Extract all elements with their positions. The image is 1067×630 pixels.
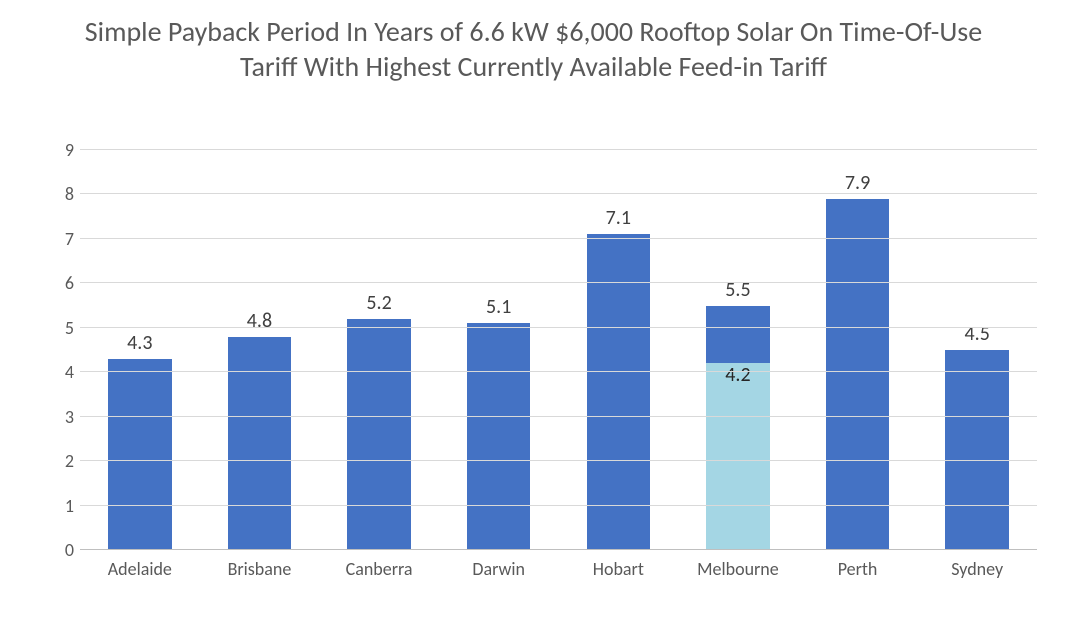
bar: 5.1 [467,150,530,550]
gridline [80,193,1037,194]
bar: 4.8 [228,150,291,550]
bar-slot: 5.2 [319,150,439,550]
bar-slot: 5.1 [439,150,559,550]
bar-slot: 4.8 [200,150,320,550]
x-tick-label: Sydney [917,558,1037,580]
bar-value-label: 7.9 [845,171,870,195]
bar: 4.5 [945,150,1008,550]
chart-container: Simple Payback Period In Years of 6.6 kW… [0,0,1067,630]
y-tick-label: 1 [50,495,74,517]
x-tick-label: Darwin [439,558,559,580]
bar-value-label: 5.1 [486,295,511,319]
gridline [80,238,1037,239]
bar-value-label: 4.8 [247,309,272,333]
bar-slot: 4.3 [80,150,200,550]
gridline [80,549,1037,550]
gridline [80,371,1037,372]
bar-value-label: 5.5 [725,278,750,302]
chart-title: Simple Payback Period In Years of 6.6 kW… [0,0,1067,90]
gridline [80,282,1037,283]
bar-slot: 4.5 [917,150,1037,550]
bar-slot: 7.1 [559,150,679,550]
gridline [80,505,1037,506]
bar: 5.2 [347,150,410,550]
y-tick-label: 5 [50,317,74,339]
bar: 4.2 5.5 [706,150,769,550]
bar-value-label: 4.5 [965,322,990,346]
bar: 4.3 [108,150,171,550]
bar-segment [706,306,769,364]
bar-segment [467,323,530,550]
gridline [80,149,1037,150]
bar-segment [347,319,410,550]
bar-slot: 7.9 [798,150,918,550]
y-tick-label: 3 [50,406,74,428]
x-tick-label: Canberra [319,558,439,580]
y-tick-label: 4 [50,361,74,383]
x-tick-label: Adelaide [80,558,200,580]
y-tick-label: 8 [50,183,74,205]
x-tick-label: Brisbane [200,558,320,580]
bar-segment [945,350,1008,550]
bar: 7.9 [826,150,889,550]
plot-area: 4.34.85.25.17.14.25.57.94.5 AdelaideBris… [80,150,1037,550]
y-tick-label: 9 [50,139,74,161]
x-tick-label: Hobart [559,558,679,580]
x-tick-label: Melbourne [678,558,798,580]
bar: 7.1 [587,150,650,550]
bar-segment [706,363,769,550]
x-axis: AdelaideBrisbaneCanberraDarwinHobartMelb… [80,558,1037,580]
gridline [80,327,1037,328]
gridline [80,416,1037,417]
bar-segment [108,359,171,550]
bar-segment [228,337,291,550]
y-tick-label: 2 [50,450,74,472]
bar-value-label: 5.2 [366,291,391,315]
bar-value-label: 4.2 [725,363,750,387]
bars-group: 4.3 4.8 5.2 5.1 7.1 4.2 5.5 7.9 4.5 [80,150,1037,550]
plot-wrapper: 4.3 4.8 5.2 5.1 7.1 4.2 5.5 7.9 4.5 AdelaideBris… [50,150,1047,580]
y-tick-label: 6 [50,272,74,294]
y-tick-label: 0 [50,539,74,561]
x-tick-label: Perth [798,558,918,580]
y-tick-label: 7 [50,228,74,250]
bar-segment [826,199,889,550]
bar-value-label: 7.1 [606,206,631,230]
bar-value-label: 4.3 [127,331,152,355]
bar-slot: 4.2 5.5 [678,150,798,550]
gridline [80,460,1037,461]
